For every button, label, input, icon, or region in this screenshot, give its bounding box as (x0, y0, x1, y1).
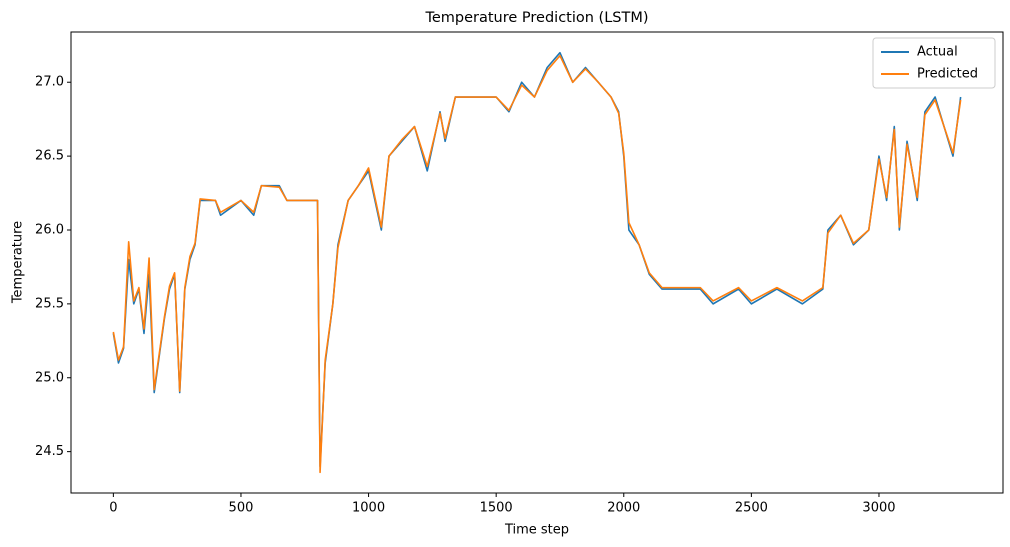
x-axis-label: Time step (504, 523, 569, 538)
y-tick-label: 25.0 (35, 370, 64, 385)
y-tick-label: 27.0 (35, 75, 64, 90)
chart-title: Temperature Prediction (LSTM) (424, 10, 648, 26)
series-line (112, 54, 962, 474)
x-tick-label: 2500 (735, 501, 768, 516)
y-tick-label: 25.5 (35, 296, 64, 311)
x-tick-label: 3000 (862, 501, 895, 516)
x-tick-label: 2000 (607, 501, 640, 516)
y-tick-label: 24.5 (35, 444, 64, 459)
legend-label: Predicted (917, 67, 978, 82)
x-tick-label: 1500 (480, 501, 513, 516)
x-tick-label: 0 (109, 501, 117, 516)
legend-label: Actual (917, 45, 958, 60)
plot-frame (70, 31, 1004, 494)
y-axis-label: Temperature (11, 221, 26, 304)
y-tick-label: 26.0 (35, 222, 64, 237)
legend-box (872, 37, 996, 89)
y-tick-label: 26.5 (35, 149, 64, 164)
x-tick-label: 500 (229, 501, 254, 516)
x-tick-label: 1000 (352, 501, 385, 516)
series-line (112, 51, 962, 468)
